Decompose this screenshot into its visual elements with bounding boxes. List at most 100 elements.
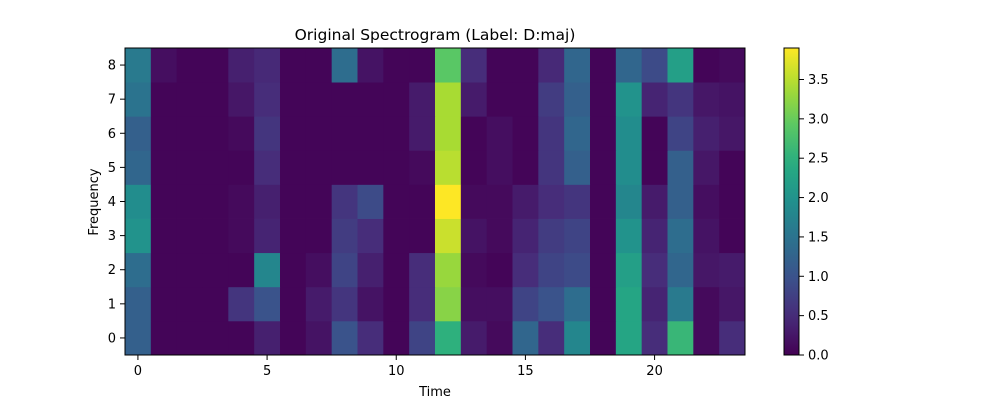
heatmap-cell bbox=[202, 48, 229, 83]
heatmap-cell bbox=[641, 320, 668, 356]
heatmap-cell bbox=[202, 286, 229, 322]
heatmap-cell bbox=[435, 252, 462, 288]
heatmap-cell bbox=[305, 48, 333, 83]
heatmap-cell bbox=[305, 150, 333, 185]
heatmap-cell bbox=[538, 150, 565, 185]
heatmap-cell bbox=[228, 184, 255, 219]
heatmap-cell bbox=[538, 252, 565, 288]
heatmap-cell bbox=[615, 320, 643, 356]
heatmap-cell bbox=[125, 48, 152, 83]
heatmap-cell bbox=[564, 116, 591, 151]
heatmap-cell bbox=[280, 150, 307, 185]
heatmap-cell bbox=[383, 48, 410, 83]
heatmap-cell bbox=[254, 48, 281, 83]
y-tick-label: 7 bbox=[108, 93, 116, 108]
heatmap-cell bbox=[305, 116, 333, 151]
heatmap-cell bbox=[383, 252, 410, 288]
heatmap-cell bbox=[512, 252, 539, 288]
heatmap-cell bbox=[538, 48, 565, 83]
heatmap-cell bbox=[254, 82, 281, 117]
heatmap-cell bbox=[615, 116, 643, 151]
heatmap-cell bbox=[228, 48, 255, 83]
heatmap-cell bbox=[280, 82, 307, 117]
heatmap-cell bbox=[150, 218, 178, 254]
heatmap-cell bbox=[125, 286, 152, 322]
heatmap-cell bbox=[667, 150, 694, 185]
colorbar-tick-label: 2.5 bbox=[808, 152, 829, 167]
heatmap-cell bbox=[590, 116, 617, 151]
heatmap-cell bbox=[280, 252, 307, 288]
heatmap-cell bbox=[125, 252, 152, 288]
heatmap-cell bbox=[228, 82, 255, 117]
y-tick-label: 3 bbox=[108, 229, 116, 244]
heatmap-cell bbox=[254, 252, 281, 288]
x-tick-label: 0 bbox=[134, 364, 142, 379]
heatmap-cell bbox=[693, 286, 720, 322]
heatmap-cell bbox=[590, 320, 617, 356]
heatmap-cell bbox=[150, 116, 178, 151]
heatmap-cell bbox=[460, 150, 488, 185]
heatmap-cell bbox=[693, 184, 720, 219]
heatmap-cell bbox=[615, 82, 643, 117]
heatmap-cell bbox=[667, 116, 694, 151]
heatmap-cell bbox=[331, 150, 358, 185]
heatmap-cell bbox=[305, 218, 333, 254]
heatmap-cell bbox=[590, 150, 617, 185]
heatmap-cell bbox=[615, 48, 643, 83]
heatmap-cell bbox=[693, 48, 720, 83]
colorbar-tick-label: 3.5 bbox=[808, 73, 829, 88]
heatmap-cell bbox=[719, 150, 746, 185]
heatmap-cell bbox=[693, 82, 720, 117]
heatmap-cell bbox=[331, 218, 358, 254]
heatmap-cell bbox=[228, 116, 255, 151]
heatmap-cell bbox=[512, 286, 539, 322]
heatmap-cell bbox=[512, 116, 539, 151]
heatmap-cell bbox=[719, 116, 746, 151]
heatmap-cell bbox=[590, 82, 617, 117]
heatmap-cell bbox=[176, 116, 203, 151]
colorbar-tick-label: 1.5 bbox=[808, 230, 829, 245]
y-tick-label: 4 bbox=[108, 195, 116, 210]
heatmap-cell bbox=[228, 218, 255, 254]
heatmap-cell bbox=[641, 48, 668, 83]
heatmap-cell bbox=[719, 252, 746, 288]
heatmap-cell bbox=[460, 82, 488, 117]
heatmap-cell bbox=[305, 82, 333, 117]
heatmap-cell bbox=[590, 286, 617, 322]
heatmap-cell bbox=[305, 320, 333, 356]
heatmap-cell bbox=[435, 48, 462, 83]
heatmap-cell bbox=[331, 252, 358, 288]
heatmap-cell bbox=[615, 252, 643, 288]
heatmap-cell bbox=[693, 320, 720, 356]
heatmap-cell bbox=[254, 218, 281, 254]
heatmap-cell bbox=[176, 252, 203, 288]
heatmap-cell bbox=[590, 48, 617, 83]
x-tick-label: 15 bbox=[517, 364, 534, 379]
heatmap-cell bbox=[538, 184, 565, 219]
heatmap-cell bbox=[564, 286, 591, 322]
heatmap-cell bbox=[693, 218, 720, 254]
heatmap-cell bbox=[719, 218, 746, 254]
heatmap-cell bbox=[435, 286, 462, 322]
heatmap-cell bbox=[564, 252, 591, 288]
heatmap-cell bbox=[641, 184, 668, 219]
heatmap-cell bbox=[409, 82, 436, 117]
heatmap-cell bbox=[667, 82, 694, 117]
heatmap-cell bbox=[486, 320, 513, 356]
heatmap-cell bbox=[228, 252, 255, 288]
heatmap-cell bbox=[383, 320, 410, 356]
heatmap-cell bbox=[280, 320, 307, 356]
heatmap-cell bbox=[280, 286, 307, 322]
heatmap-cell bbox=[383, 82, 410, 117]
heatmap-cell bbox=[538, 286, 565, 322]
heatmap-cell bbox=[150, 82, 178, 117]
heatmap-cell bbox=[693, 150, 720, 185]
heatmap-cell bbox=[357, 252, 384, 288]
heatmap-cell bbox=[615, 150, 643, 185]
heatmap-cell bbox=[409, 286, 436, 322]
heatmap-cell bbox=[435, 116, 462, 151]
colorbar bbox=[783, 47, 800, 356]
x-axis-ticks: 0 5 10 15 20 bbox=[134, 355, 663, 379]
heatmap-cell bbox=[590, 252, 617, 288]
